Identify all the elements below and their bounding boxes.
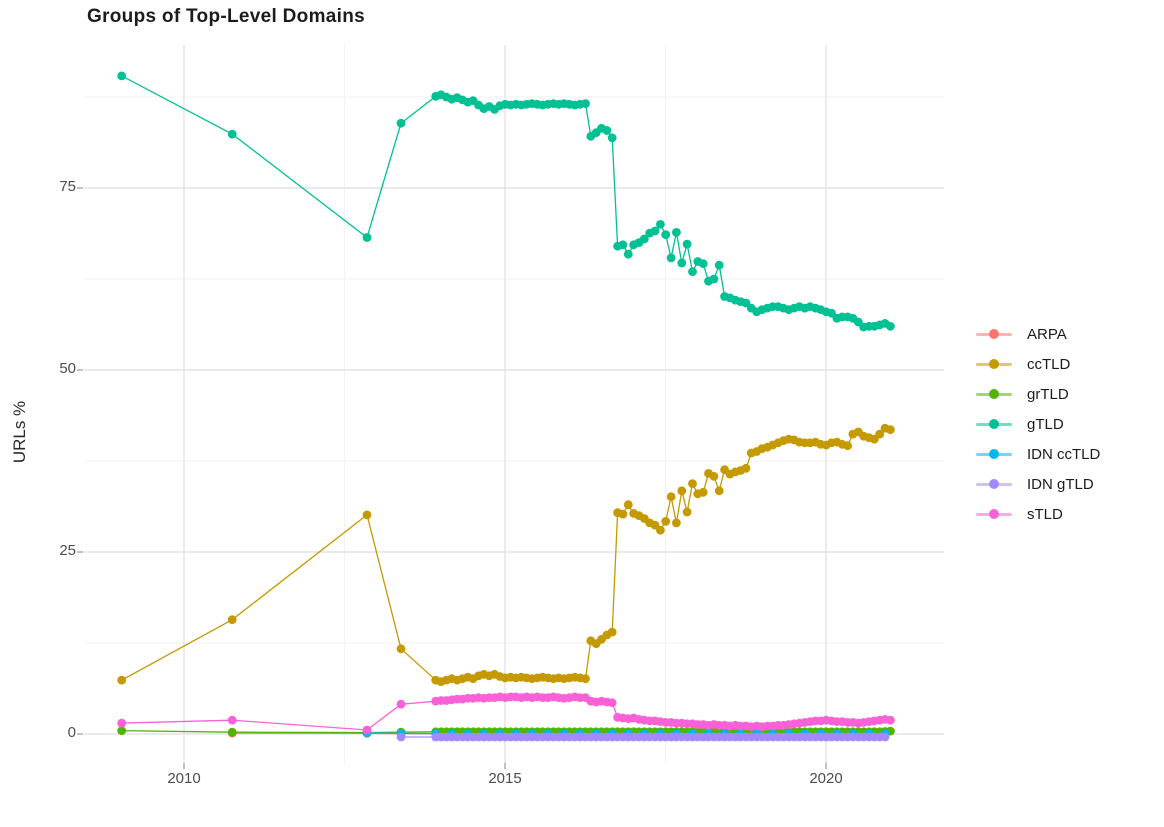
data-point-stld — [362, 725, 372, 735]
x-tick-label: 2020 — [809, 770, 843, 787]
axis-ticks — [77, 187, 827, 769]
x-tick-label: 2010 — [167, 770, 201, 787]
data-point-gtld — [688, 267, 697, 277]
chart-title: Groups of Top-Level Domains — [87, 6, 365, 27]
data-point-gtld — [117, 71, 127, 81]
legend-label: grTLD — [1027, 385, 1069, 403]
data-point-gtld — [623, 249, 633, 259]
y-tick-label: 25 — [59, 542, 76, 559]
legend-item-idn-gtld: IDN gTLD — [976, 469, 1100, 499]
gridlines — [84, 45, 944, 763]
data-point-cctld — [117, 675, 127, 685]
legend-marker — [976, 409, 1012, 439]
data-point-gtld — [886, 321, 895, 331]
data-point-idn-gtld — [880, 732, 890, 742]
data-point-cctld — [362, 510, 372, 520]
data-point-idn-gtld — [396, 732, 406, 742]
data-point-cctld — [623, 500, 633, 510]
data-point-gtld — [698, 259, 708, 269]
legend-marker — [976, 379, 1012, 409]
legend-marker — [976, 439, 1012, 469]
legend-item-cctld: ccTLD — [976, 349, 1100, 379]
legend-label: ARPA — [1027, 325, 1067, 343]
data-point-cctld — [698, 487, 708, 497]
data-point-gtld — [714, 260, 724, 270]
legend-label: gTLD — [1027, 415, 1064, 433]
data-point-cctld — [741, 463, 751, 473]
legend-marker — [976, 499, 1012, 529]
data-point-gtld — [682, 239, 692, 249]
data-point-stld — [117, 718, 127, 728]
data-point-stld — [607, 698, 617, 708]
data-point-cctld — [886, 425, 895, 435]
y-tick-label: 0 — [67, 724, 76, 741]
data-point-cctld — [672, 518, 681, 528]
legend: ARPA ccTLD grTLD gTLD IDN ccTLD IDN gTLD… — [976, 319, 1100, 529]
data-point-cctld — [682, 507, 692, 517]
legend-item-stld: sTLD — [976, 499, 1100, 529]
data-point-cctld — [581, 674, 590, 684]
data-point-gtld — [227, 129, 237, 139]
data-point-grtld — [227, 727, 237, 737]
data-point-gtld — [607, 133, 617, 143]
legend-item-grtld: grTLD — [976, 379, 1100, 409]
data-point-cctld — [714, 486, 724, 496]
legend-label: IDN gTLD — [1027, 475, 1094, 493]
series-gtld — [117, 71, 895, 332]
data-point-cctld — [227, 615, 237, 625]
data-point-cctld — [656, 525, 665, 535]
data-point-gtld — [709, 274, 719, 284]
series-stld — [117, 692, 895, 735]
data-point-gtld — [362, 233, 372, 242]
data-point-gtld — [650, 226, 660, 236]
data-point-gtld — [618, 240, 628, 250]
data-point-gtld — [666, 253, 676, 263]
data-point-cctld — [661, 517, 671, 526]
data-point-cctld — [618, 509, 628, 519]
data-point-cctld — [666, 492, 676, 502]
data-point-gtld — [661, 230, 671, 240]
data-point-cctld — [709, 471, 719, 481]
data-point-stld — [227, 715, 237, 725]
legend-label: ccTLD — [1027, 355, 1071, 373]
data-point-cctld — [677, 486, 687, 496]
y-tick-label: 75 — [59, 178, 76, 195]
legend-marker — [976, 349, 1012, 379]
data-point-stld — [886, 715, 895, 725]
series-idn-gtld — [396, 732, 890, 742]
data-point-cctld — [688, 479, 697, 488]
data-point-gtld — [656, 220, 665, 229]
data-point-cctld — [843, 441, 852, 451]
data-point-gtld — [677, 258, 687, 268]
data-point-stld — [396, 699, 406, 709]
data-point-gtld — [602, 126, 612, 135]
data-point-gtld — [581, 99, 590, 108]
legend-label: sTLD — [1027, 505, 1063, 523]
data-point-cctld — [396, 644, 406, 654]
legend-label: IDN ccTLD — [1027, 445, 1101, 463]
data-point-grtld — [117, 726, 127, 736]
legend-marker — [976, 319, 1012, 349]
series-cctld — [117, 423, 895, 686]
data-point-gtld — [672, 228, 681, 237]
data-point-gtld — [396, 118, 406, 128]
data-point-cctld — [875, 429, 885, 439]
data-point-gtld — [639, 234, 649, 244]
legend-item-arpa: ARPA — [976, 319, 1100, 349]
legend-item-idn-cctld: IDN ccTLD — [976, 439, 1100, 469]
y-tick-label: 50 — [59, 360, 76, 377]
legend-item-gtld: gTLD — [976, 409, 1100, 439]
legend-marker — [976, 469, 1012, 499]
x-tick-label: 2015 — [488, 770, 522, 787]
data-point-cctld — [607, 627, 617, 637]
